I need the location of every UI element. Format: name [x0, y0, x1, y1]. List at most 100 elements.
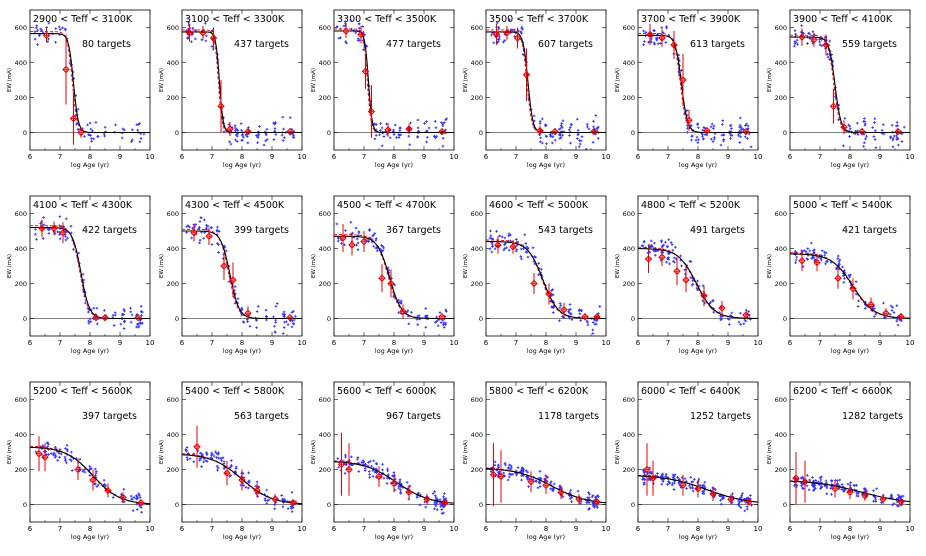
- y-tick-label: 0: [23, 129, 27, 137]
- data-point: [880, 128, 884, 132]
- data-point: [46, 228, 50, 231]
- data-point: [567, 311, 571, 314]
- y-axis-label: EW (mA): [159, 254, 165, 278]
- target-count: 397 targets: [82, 411, 137, 422]
- x-tick-label: 9: [574, 153, 578, 161]
- data-point: [552, 482, 556, 486]
- fit-curve: [30, 226, 150, 320]
- data-point: [290, 491, 294, 494]
- data-point: [656, 42, 660, 45]
- y-tick-label: 600: [167, 24, 179, 32]
- data-point: [77, 251, 81, 255]
- data-point: [233, 285, 237, 289]
- data-point: [434, 321, 437, 324]
- data-point: [399, 490, 402, 494]
- data-point: [539, 477, 542, 481]
- data-point: [819, 487, 822, 490]
- x-tick-label: 6: [180, 153, 185, 161]
- y-axis-label: EW (mA): [767, 254, 773, 278]
- data-point: [662, 243, 666, 247]
- data-point: [234, 129, 237, 132]
- data-point: [855, 494, 859, 498]
- y-tick-label: 600: [775, 210, 787, 218]
- x-tick-label: 7: [666, 339, 670, 347]
- panel-title: 3900 < Teff < 4100K: [793, 14, 893, 25]
- data-point: [643, 40, 646, 43]
- data-point: [709, 125, 713, 129]
- data-point: [368, 476, 371, 479]
- x-tick-label: 6: [788, 525, 793, 533]
- y-tick-label: 400: [319, 59, 331, 67]
- data-point: [546, 475, 549, 479]
- data-point: [290, 325, 294, 329]
- y-tick-label: 200: [775, 466, 787, 474]
- data-point: [86, 123, 89, 127]
- y-axis-label: EW (mA): [615, 440, 621, 464]
- data-point: [432, 135, 436, 138]
- data-point: [585, 122, 589, 126]
- data-point: [122, 308, 126, 311]
- data-point: [438, 498, 442, 502]
- data-point: [538, 470, 542, 473]
- data-point: [285, 320, 288, 324]
- data-point: [503, 461, 507, 465]
- data-point: [587, 491, 590, 494]
- data-point: [489, 229, 492, 233]
- data-point: [281, 115, 285, 119]
- binned-mean-marker: [557, 488, 565, 496]
- data-point: [205, 451, 209, 455]
- data-point: [576, 128, 580, 132]
- data-point: [292, 133, 295, 137]
- data-point: [526, 255, 530, 259]
- data-point: [120, 136, 124, 140]
- data-point: [691, 486, 695, 490]
- data-point: [901, 494, 905, 498]
- data-point: [54, 27, 58, 30]
- data-point: [90, 140, 93, 143]
- fit-curve: [638, 34, 758, 134]
- data-point: [660, 482, 664, 486]
- data-point: [719, 498, 722, 502]
- data-point: [712, 310, 716, 314]
- x-tick-label: 8: [88, 153, 92, 161]
- data-point: [823, 253, 827, 257]
- data-point: [410, 310, 413, 314]
- data-point: [233, 124, 237, 127]
- data-point: [292, 309, 295, 313]
- binned-mean-marker: [658, 253, 666, 261]
- data-point: [549, 481, 552, 485]
- data-point: [689, 486, 692, 490]
- data-point: [890, 123, 894, 127]
- data-point: [239, 122, 243, 125]
- binned-mean-marker: [494, 241, 502, 249]
- data-point: [505, 246, 508, 250]
- x-tick-label: 10: [298, 339, 307, 347]
- data-point: [292, 136, 296, 139]
- data-point: [49, 452, 53, 455]
- data-point: [569, 488, 572, 492]
- data-point: [59, 452, 63, 456]
- data-point: [569, 141, 572, 145]
- data-point: [86, 306, 90, 310]
- data-point: [587, 501, 591, 504]
- data-point: [690, 135, 694, 138]
- panel-title: 5200 < Teff < 5600K: [33, 386, 133, 397]
- x-tick-label: 7: [514, 525, 518, 533]
- y-tick-label: 400: [319, 245, 331, 253]
- data-point: [597, 312, 600, 315]
- x-tick-label: 6: [484, 153, 489, 161]
- data-point: [587, 127, 591, 131]
- panel: 6 7 8 9 10 0 200 400 600 log Age (yr) EW (mA) 5400 …: [159, 381, 306, 541]
- data-point: [800, 476, 803, 480]
- data-point: [349, 221, 353, 224]
- data-point: [806, 474, 809, 477]
- fit-curve: [790, 253, 910, 319]
- panel: 6 7 8 9 10 0 200 400 600 log Age (yr) EW (mA) 2900 …: [7, 9, 154, 169]
- y-tick-label: 200: [15, 280, 27, 288]
- data-point: [793, 484, 796, 487]
- x-tick-label: 8: [848, 153, 852, 161]
- data-point: [685, 487, 688, 490]
- data-point: [193, 37, 197, 41]
- data-point: [246, 320, 249, 323]
- y-tick-label: 200: [471, 280, 483, 288]
